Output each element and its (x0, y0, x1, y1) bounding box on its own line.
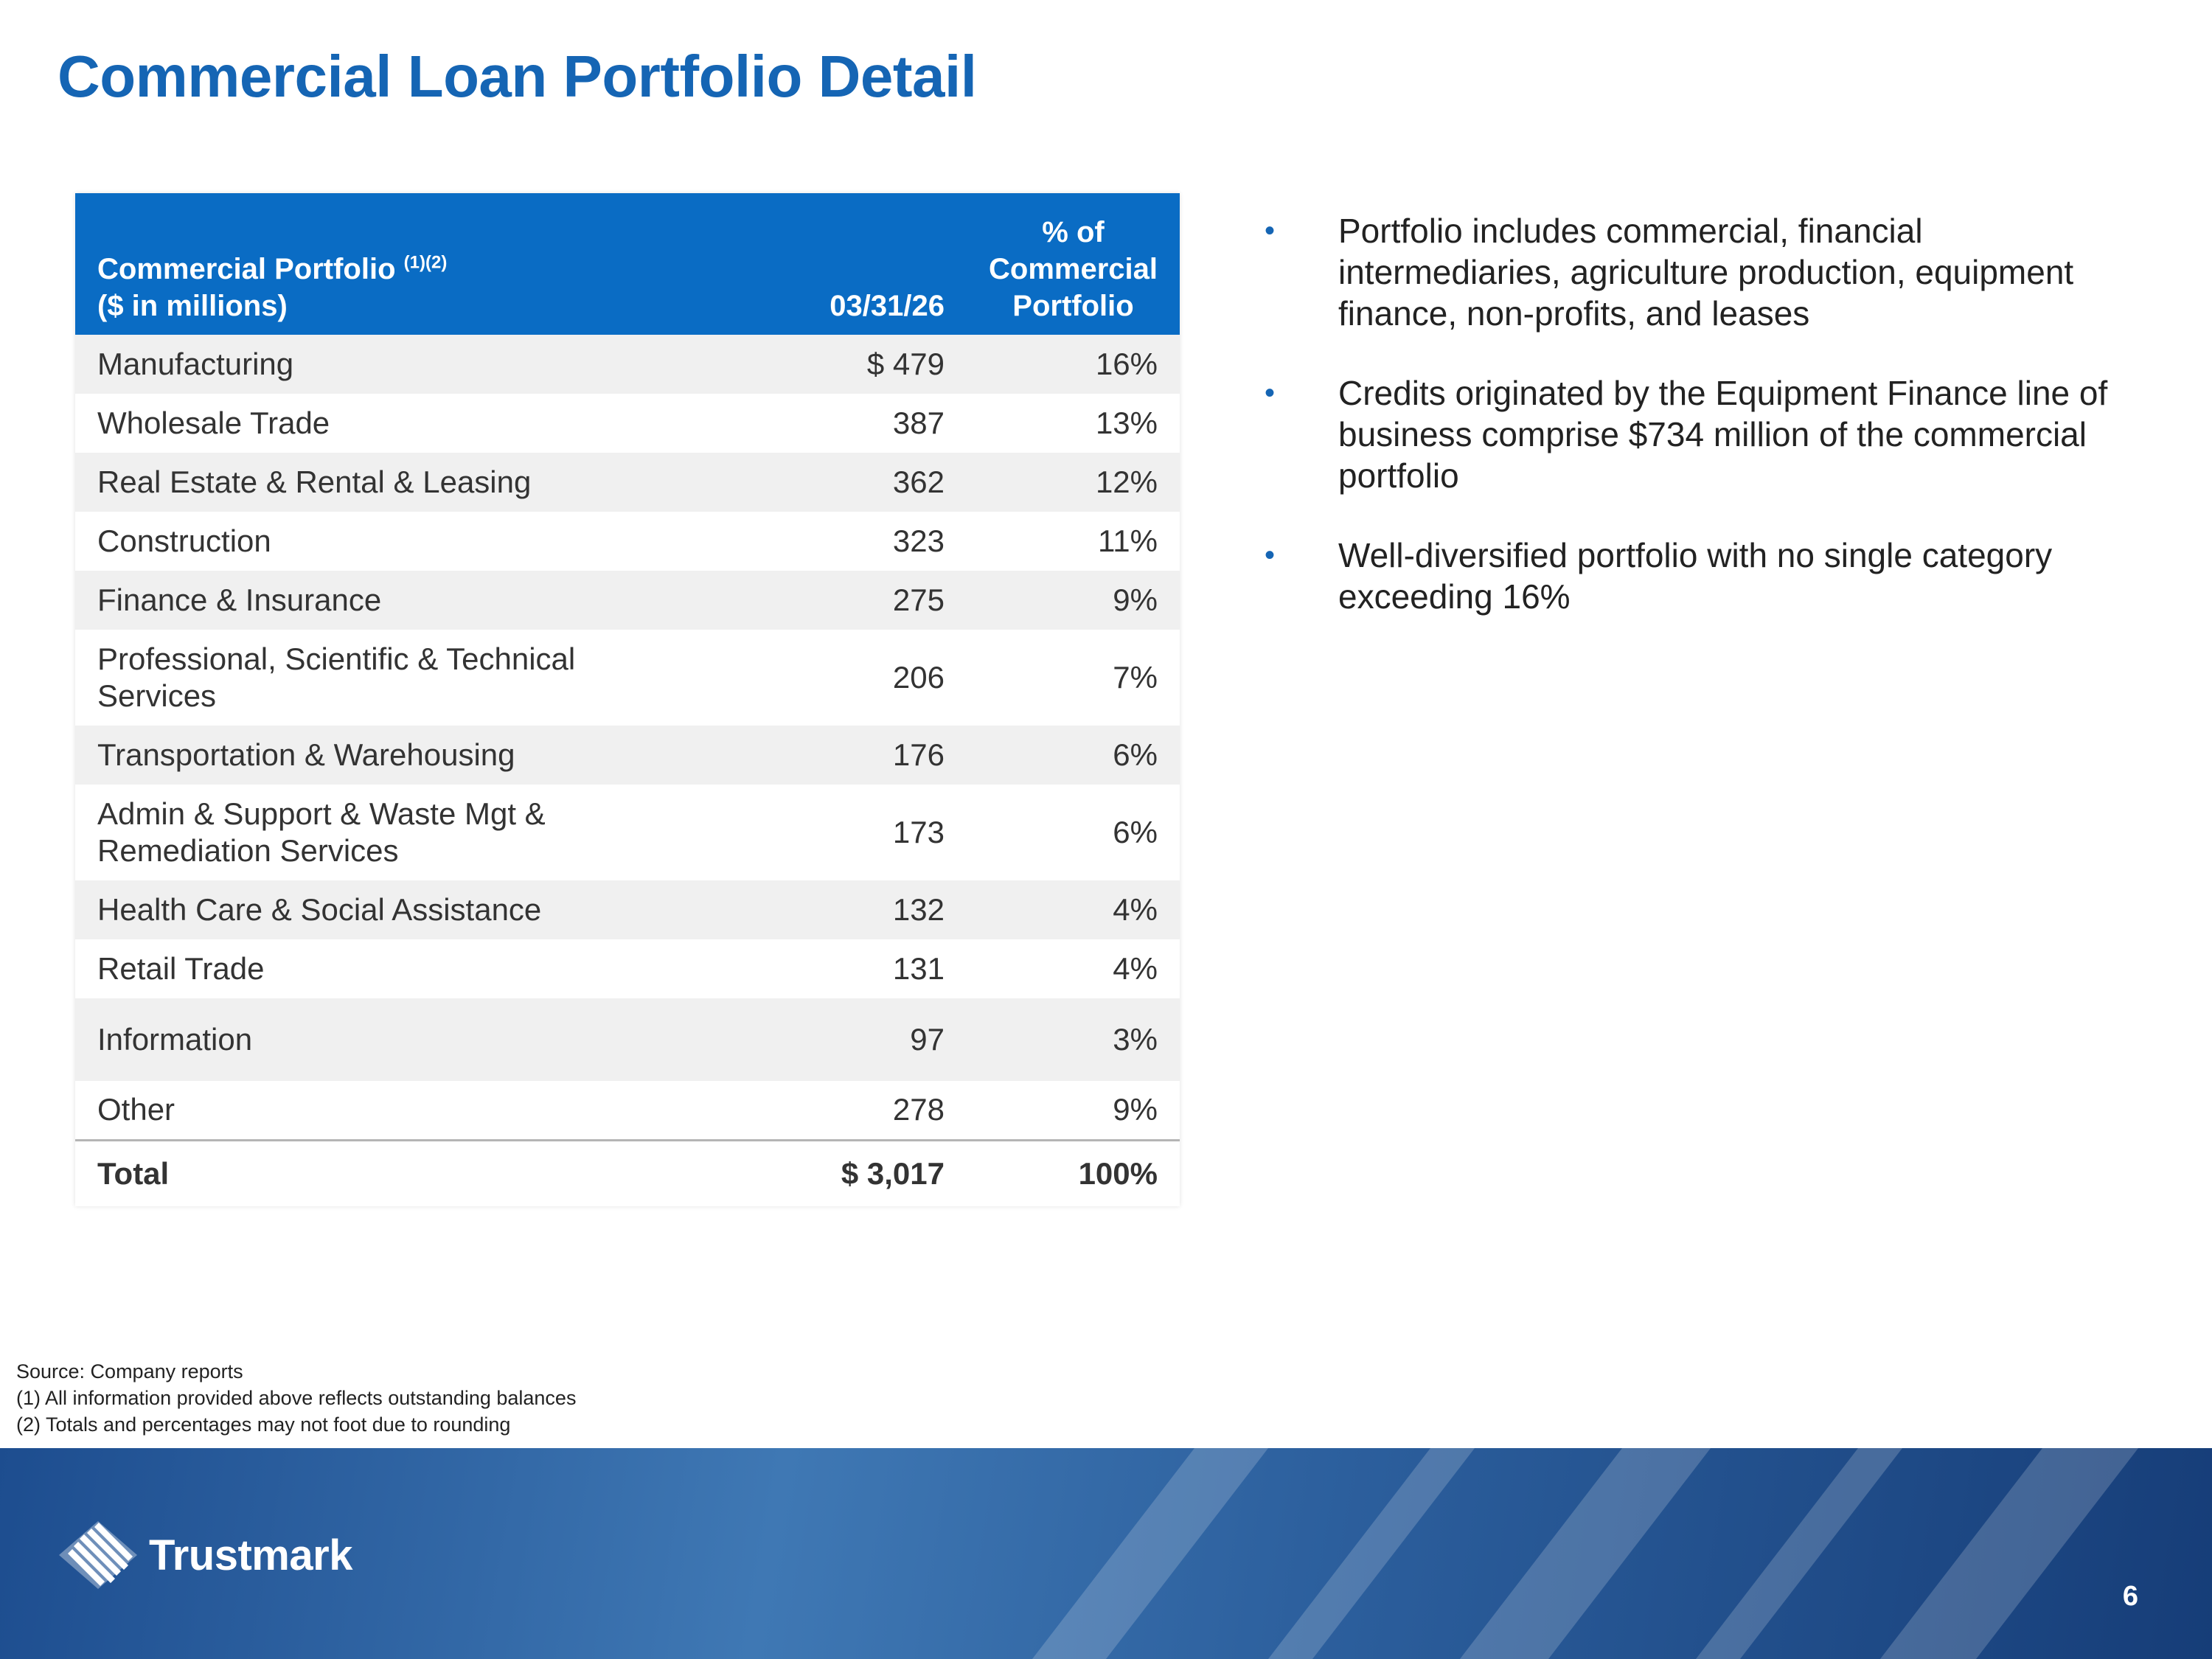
row-percent: 11% (1098, 524, 1158, 558)
total-percent: 100% (967, 1138, 1180, 1206)
row-category: Information (97, 1022, 253, 1057)
table-row: Retail Trade 131 4% (75, 939, 1180, 998)
row-category: Transportation & Warehousing (97, 737, 515, 772)
footnote-2: (2) Totals and percentages may not foot … (16, 1413, 511, 1436)
row-category: Construction (97, 524, 271, 558)
row-value: 362 (892, 465, 945, 499)
row-value: 97 (910, 1022, 945, 1057)
row-percent: 6% (1113, 815, 1158, 849)
table-row: Transportation & Warehousing 176 6% (75, 726, 1180, 785)
row-category: Wholesale Trade (97, 406, 330, 440)
row-value: 176 (892, 737, 945, 772)
table-row: Information 97 3% (75, 998, 1180, 1081)
commercial-portfolio-table: Commercial Portfolio (1)(2) ($ in millio… (75, 193, 1180, 1206)
total-value: $ 3,017 (689, 1138, 967, 1206)
row-category-line1: Admin & Support & Waste Mgt & (97, 796, 546, 831)
header-footnote-ref: (1)(2) (403, 252, 448, 273)
row-value: 387 (892, 406, 945, 440)
row-percent: 9% (1113, 1092, 1158, 1127)
row-category-line1: Professional, Scientific & Technical (97, 641, 576, 676)
table-row: Real Estate & Rental & Leasing 362 12% (75, 453, 1180, 512)
row-category: Health Care & Social Assistance (97, 892, 542, 927)
row-value: 275 (892, 582, 945, 617)
key-points-list: • Portfolio includes commercial, financi… (1265, 210, 2142, 655)
bullet-dot-icon: • (1265, 539, 1276, 571)
row-category-line2: Services (97, 678, 217, 713)
source-note: Source: Company reports (16, 1360, 243, 1382)
row-value: 278 (892, 1092, 945, 1127)
row-category: Other (97, 1092, 175, 1127)
row-percent: 4% (1113, 892, 1158, 927)
header-date: 03/31/26 (689, 193, 967, 335)
row-category: Finance & Insurance (97, 582, 382, 617)
header-category: Commercial Portfolio (1)(2) ($ in millio… (75, 193, 690, 335)
row-value: 132 (892, 892, 945, 927)
row-percent: 3% (1113, 1022, 1158, 1057)
header-percent-line3: Portfolio (1012, 290, 1134, 322)
row-percent: 16% (1095, 347, 1158, 381)
logo-text: Trustmark (149, 1531, 352, 1579)
row-percent: 9% (1113, 582, 1158, 617)
header-percent-line2: Commercial (989, 253, 1158, 285)
row-category-line2: Remediation Services (97, 833, 399, 868)
footer-stripes-decoration (1032, 1448, 2138, 1659)
row-category: Admin & Support & Waste Mgt & Remediatio… (75, 785, 690, 880)
row-percent: 12% (1095, 465, 1158, 499)
row-percent: 13% (1095, 406, 1158, 440)
header-percent-line1: % of (1042, 216, 1105, 248)
table-row: Professional, Scientific & Technical Ser… (75, 630, 1180, 726)
page-title: Commercial Loan Portfolio Detail (58, 44, 977, 109)
table-row: Admin & Support & Waste Mgt & Remediatio… (75, 785, 1180, 880)
bullet-item: • Portfolio includes commercial, financi… (1265, 210, 2142, 334)
footer-banner: Trustmark 6 (0, 1448, 2212, 1659)
trustmark-logo: Trustmark (58, 1514, 352, 1596)
bullet-item: • Credits originated by the Equipment Fi… (1265, 372, 2142, 496)
page-number: 6 (2122, 1581, 2138, 1612)
header-category-line1: Commercial Portfolio (97, 253, 396, 285)
bullet-text: Portfolio includes commercial, financial… (1338, 212, 2074, 333)
total-row: Total $ 3,017 100% (75, 1138, 1180, 1206)
row-value: 131 (892, 951, 945, 986)
bullet-dot-icon: • (1265, 215, 1276, 247)
footnote-1: (1) All information provided above refle… (16, 1387, 577, 1409)
row-percent: 7% (1113, 660, 1158, 695)
row-value: $ 479 (866, 347, 945, 381)
table-row: Manufacturing $ 479 16% (75, 335, 1180, 394)
row-value: 173 (892, 815, 945, 849)
table-row: Finance & Insurance 275 9% (75, 571, 1180, 630)
row-category: Professional, Scientific & Technical Ser… (75, 630, 690, 726)
bullet-text: Well-diversified portfolio with no singl… (1338, 536, 2053, 616)
row-percent: 4% (1113, 951, 1158, 986)
bullet-item: • Well-diversified portfolio with no sin… (1265, 535, 2142, 617)
table-row: Health Care & Social Assistance 132 4% (75, 880, 1180, 939)
row-value: 206 (892, 660, 945, 695)
header-category-line2: ($ in millions) (97, 290, 288, 322)
row-category: Retail Trade (97, 951, 265, 986)
bullet-text: Credits originated by the Equipment Fina… (1338, 374, 2108, 495)
footnotes: Source: Company reports (1) All informat… (16, 1358, 576, 1438)
trustmark-logo-icon (59, 1521, 137, 1589)
table-header: Commercial Portfolio (1)(2) ($ in millio… (75, 193, 1180, 335)
table-row: Construction 323 11% (75, 512, 1180, 571)
row-percent: 6% (1113, 737, 1158, 772)
bullet-dot-icon: • (1265, 377, 1276, 409)
table-row: Other 278 9% (75, 1081, 1180, 1140)
total-label: Total (75, 1138, 690, 1206)
row-category: Manufacturing (97, 347, 294, 381)
row-value: 323 (892, 524, 945, 558)
table-row: Wholesale Trade 387 13% (75, 394, 1180, 453)
header-percent: % of Commercial Portfolio (967, 193, 1180, 335)
row-category: Real Estate & Rental & Leasing (97, 465, 532, 499)
